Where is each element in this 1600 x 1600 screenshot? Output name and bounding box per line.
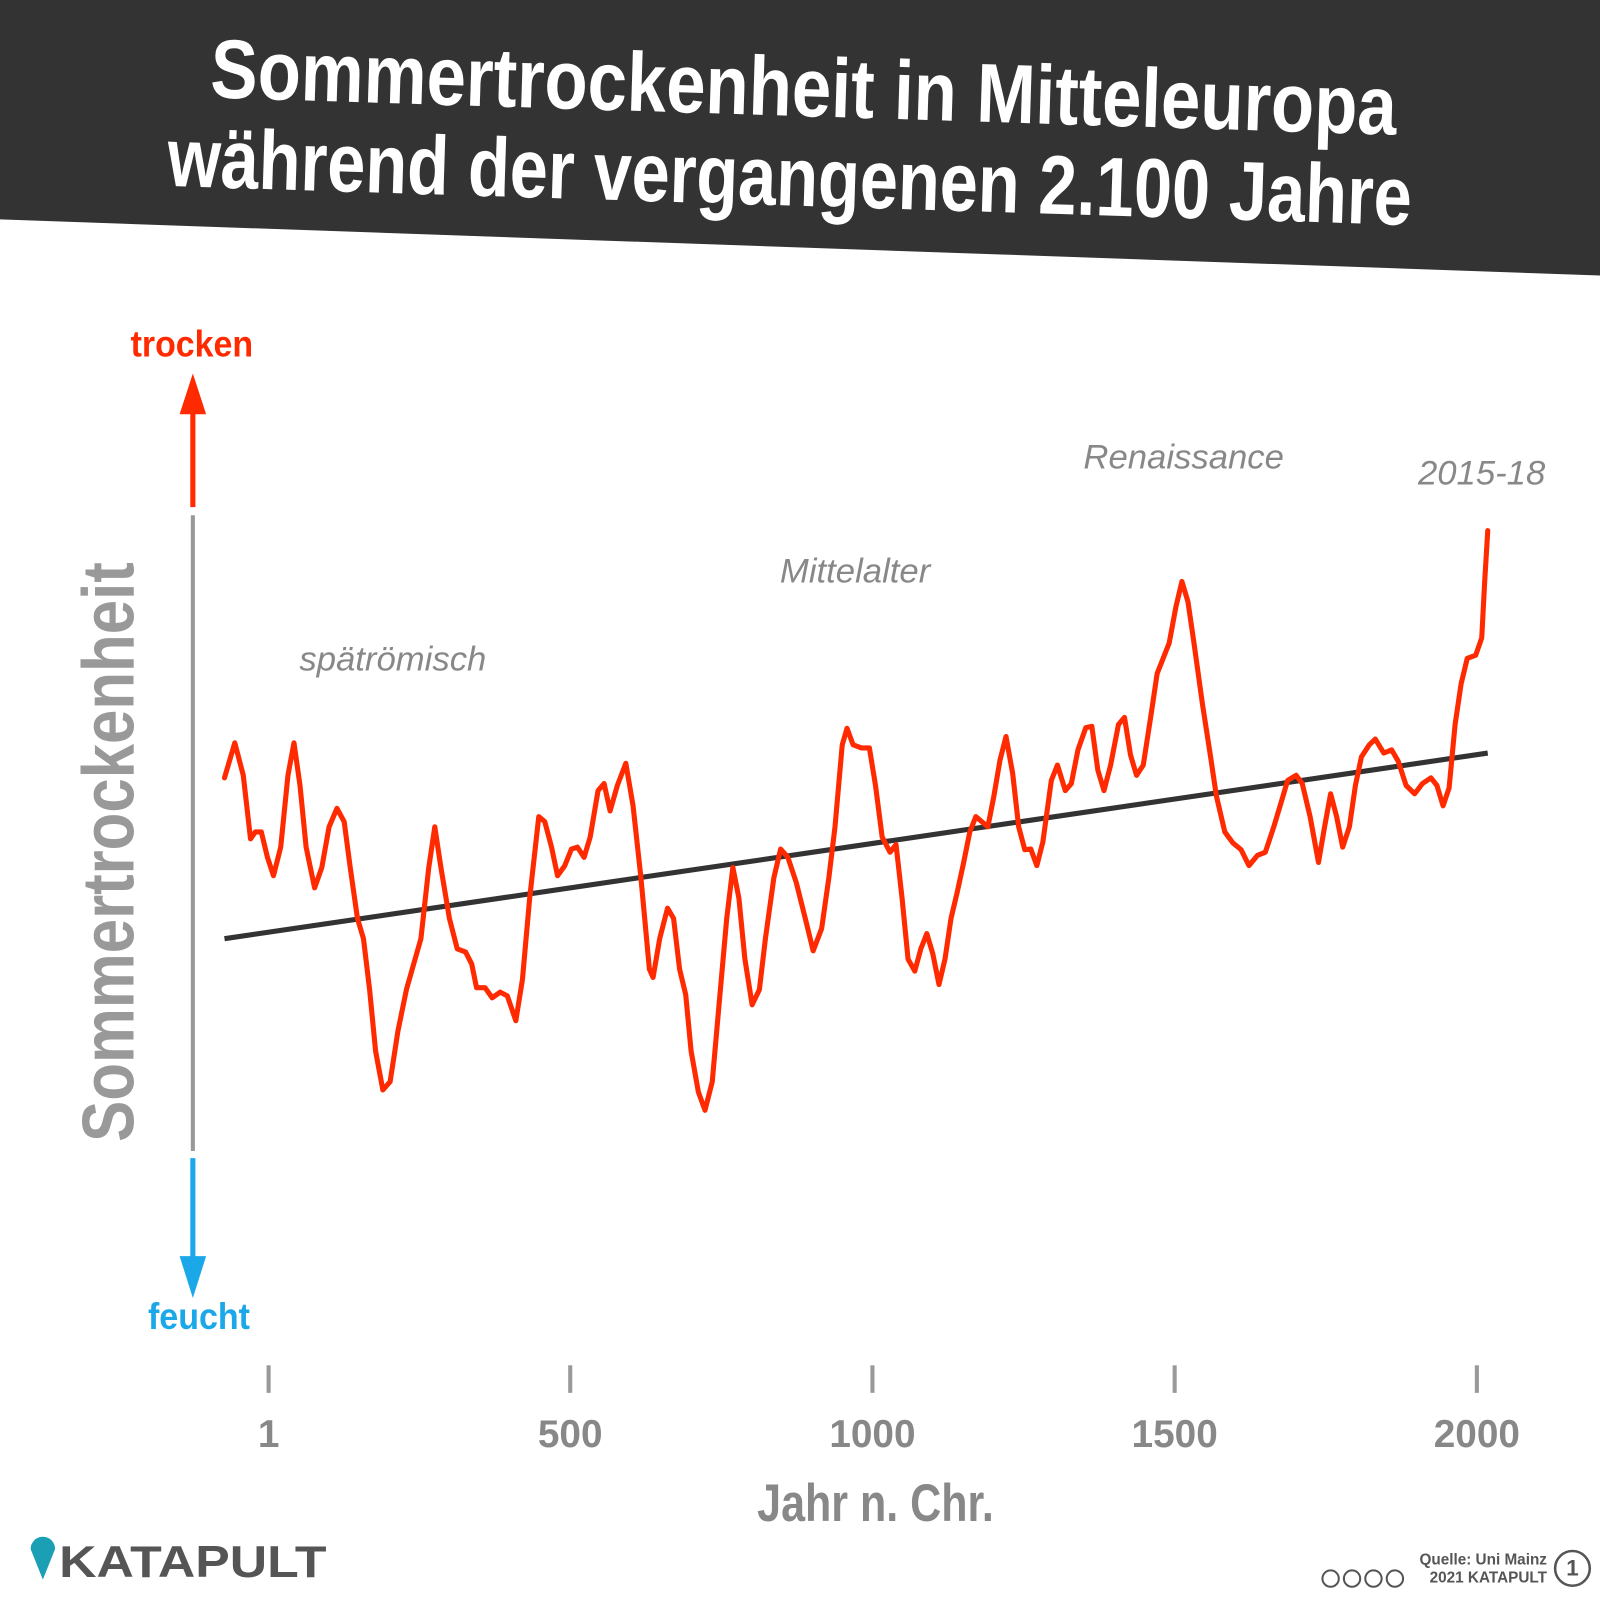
y-top-label: trocken	[131, 324, 253, 365]
source: Quelle: Uni Mainz	[1419, 1551, 1547, 1568]
brand-icon	[30, 1536, 56, 1580]
x-tick-label: 500	[538, 1413, 603, 1456]
title-banner	[0, 0, 1600, 276]
annotation: spätrömisch	[299, 640, 486, 678]
x-tick-label: 1	[258, 1413, 280, 1456]
y-axis-title: Sommertrockenheit	[67, 562, 150, 1142]
x-tick-label: 2000	[1434, 1413, 1520, 1456]
brand: KATAPULT	[59, 1536, 326, 1587]
x-axis-title: Jahr n. Chr.	[757, 1474, 994, 1533]
annotation: Mittelalter	[780, 553, 932, 591]
arrow-down-head	[179, 1256, 207, 1298]
trend-line	[224, 750, 1489, 942]
license-icons	[1321, 1569, 1405, 1588]
x-tick-label: 1000	[829, 1413, 915, 1456]
arrow-up-head	[179, 373, 207, 415]
credit: 2021 KATAPULT	[1430, 1570, 1548, 1587]
y-bottom-label: feucht	[148, 1296, 250, 1337]
x-tick-label: 1500	[1132, 1413, 1218, 1456]
title-group: Sommertrockenheit in Mitteleuropa währen…	[165, 21, 1413, 243]
badge-circle	[1553, 1549, 1592, 1587]
badge: 1	[1566, 1555, 1578, 1580]
data-line	[221, 528, 1491, 1113]
annotation: Renaissance	[1083, 438, 1284, 476]
annotation: 2015-18	[1417, 455, 1546, 493]
